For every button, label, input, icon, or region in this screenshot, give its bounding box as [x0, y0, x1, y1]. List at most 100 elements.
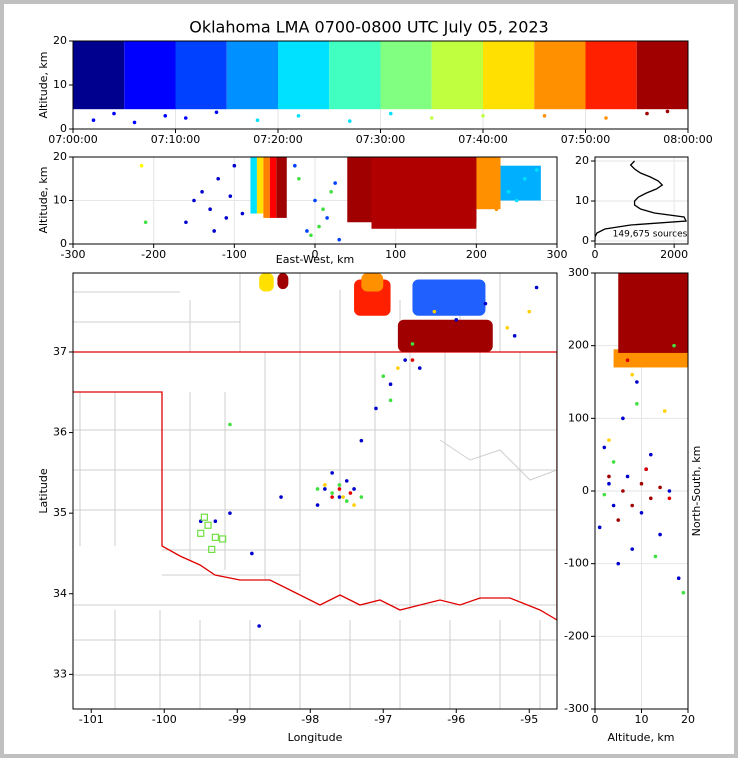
point: [635, 380, 639, 384]
point: [494, 207, 499, 211]
point: [662, 409, 667, 413]
axes-frame: [72, 156, 558, 245]
point: [410, 358, 415, 362]
y-tick-label: 20: [575, 154, 589, 167]
point: [344, 499, 349, 503]
density-band: [618, 273, 688, 353]
density-band: [361, 273, 384, 292]
x-tick-label: 300: [547, 248, 568, 261]
x-tick-label: -99: [228, 713, 246, 726]
point: [514, 198, 519, 203]
y-tick-label: 33: [53, 667, 67, 680]
plot-area: [73, 157, 557, 244]
y-tick-label: 100: [568, 411, 589, 424]
county-lines: [73, 273, 557, 709]
point: [344, 479, 349, 483]
point: [257, 624, 261, 628]
point: [667, 489, 672, 493]
density-band: [380, 41, 432, 110]
density-band: [534, 41, 586, 110]
x-tick-label: 100: [385, 248, 406, 261]
x-tick-label: 0: [592, 248, 599, 261]
density-band: [250, 157, 257, 214]
point: [607, 481, 611, 486]
density-band: [276, 157, 287, 218]
axes-frame: [72, 40, 689, 130]
y-tick-label: -100: [564, 557, 589, 570]
y-tick-label: 300: [568, 266, 589, 279]
density-band: [329, 41, 381, 110]
y-axis-label: Altitude, km: [37, 51, 50, 118]
x-axis-label: East-West, km: [276, 253, 354, 266]
x-tick-label: 08:00:00: [663, 133, 712, 146]
point: [381, 374, 386, 378]
point: [417, 366, 422, 370]
density-band: [500, 165, 541, 201]
y-tick-label: 0: [582, 484, 589, 497]
density-band: [269, 157, 277, 218]
density-band: [73, 41, 125, 110]
point: [317, 224, 321, 229]
point: [112, 111, 116, 116]
point: [672, 343, 676, 348]
point: [348, 491, 353, 495]
density-band: [259, 273, 274, 292]
point: [359, 438, 364, 443]
point: [454, 317, 459, 322]
point: [676, 576, 681, 580]
point: [211, 533, 219, 541]
y-tick-label: 34: [53, 587, 67, 600]
y-tick-label: 20: [53, 150, 67, 163]
point: [630, 372, 634, 377]
point: [658, 485, 662, 490]
point: [625, 474, 630, 479]
point: [681, 590, 686, 595]
point: [658, 532, 662, 537]
point: [542, 114, 547, 118]
plot-area: [197, 273, 539, 628]
state-border: [73, 351, 557, 621]
point: [228, 511, 232, 515]
x-tick-label: 07:00:00: [48, 133, 97, 146]
point: [216, 176, 220, 181]
density-band: [397, 319, 493, 352]
point: [200, 513, 209, 521]
point: [534, 285, 539, 290]
point: [200, 190, 204, 194]
point: [208, 207, 212, 211]
point: [163, 114, 168, 118]
point: [535, 168, 539, 172]
point: [625, 358, 630, 363]
point: [527, 309, 532, 314]
point: [212, 229, 216, 233]
density-band: [263, 157, 270, 218]
point: [347, 119, 352, 123]
point: [337, 483, 342, 487]
density-band: [124, 41, 176, 110]
point: [184, 220, 188, 225]
density-band: [412, 279, 486, 316]
point: [192, 198, 196, 203]
point: [330, 491, 334, 495]
point: [305, 229, 309, 233]
y-tick-label: -200: [564, 629, 589, 642]
point: [639, 511, 644, 515]
x-tick-label: -95: [520, 713, 538, 726]
point: [208, 545, 216, 554]
point: [388, 111, 393, 116]
y-tick-label: 36: [53, 426, 67, 439]
x-tick-label: -100: [222, 248, 247, 261]
density-band: [278, 41, 330, 110]
point: [667, 496, 672, 501]
point: [139, 163, 144, 168]
point: [639, 481, 644, 486]
density-band: [256, 157, 264, 214]
density-band: [175, 41, 227, 110]
plot-area: [595, 273, 688, 709]
point: [630, 547, 634, 551]
point: [403, 358, 407, 362]
point: [219, 535, 227, 543]
density-band: [483, 41, 535, 110]
y-tick-label: -300: [564, 702, 589, 715]
point: [330, 471, 334, 475]
